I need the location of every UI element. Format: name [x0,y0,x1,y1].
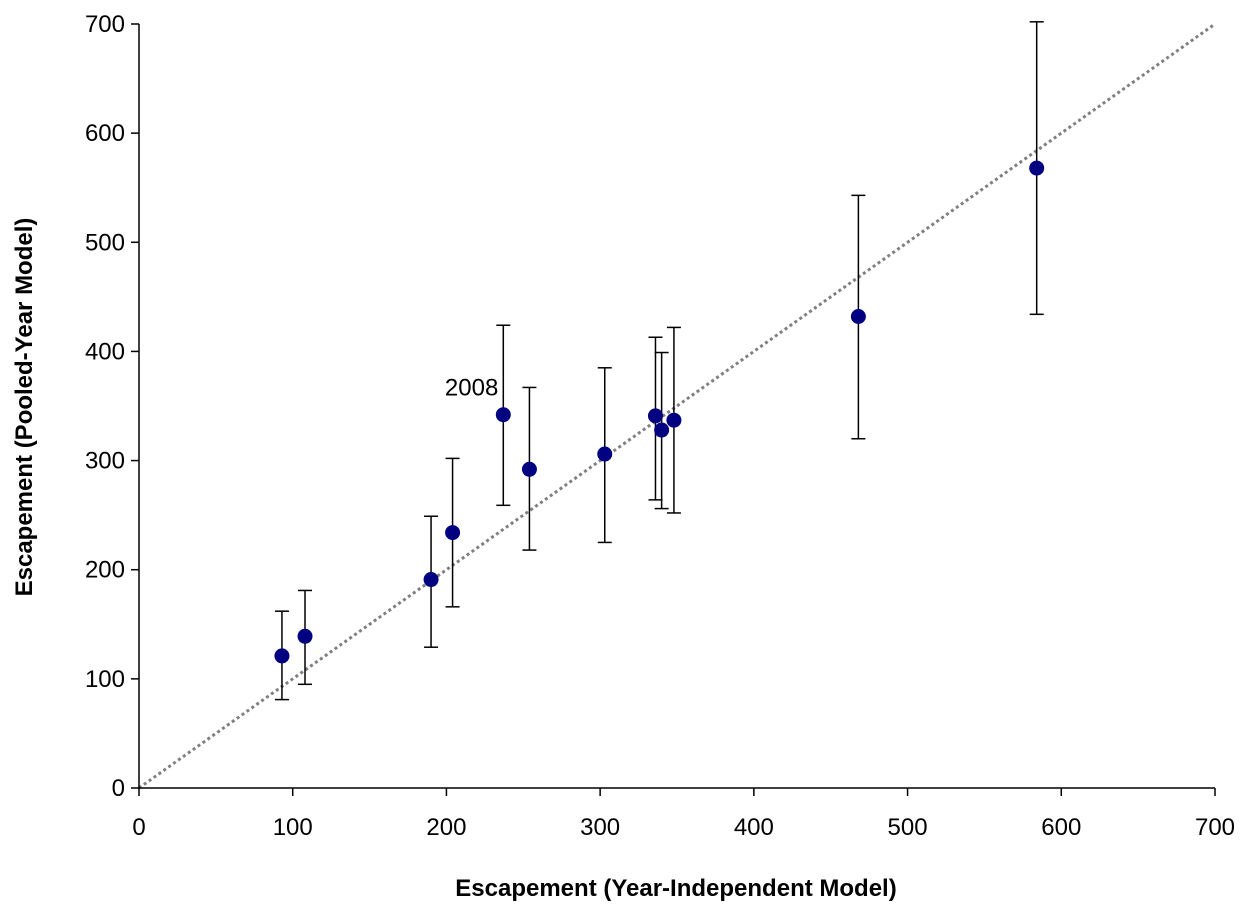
x-tick-label: 300 [580,814,620,841]
tick-labels: 0 100 200 300 400 500 600 700 0 100 200 300 400 500 60… [85,11,1235,841]
data-point [647,408,663,424]
y-tick-label: 600 [85,120,125,147]
y-tick-label: 400 [85,338,125,365]
data-point [445,525,461,541]
data-point [495,407,511,423]
y-axis-title: Escapement (Pooled-Year Model) [11,218,38,597]
x-tick-label: 500 [888,814,928,841]
data-point [297,628,313,644]
reference-line-layer [138,22,1216,790]
data-point [423,572,439,588]
error-bars [274,21,1044,701]
y-tick-label: 300 [85,448,125,475]
x-tick-label: 400 [734,814,774,841]
data-point [654,422,670,438]
data-point [597,446,613,462]
y-tick-label: 100 [85,666,125,693]
annotations: 2008 [445,375,498,402]
x-tick-label: 0 [132,814,145,841]
data-point [274,648,290,664]
x-tick-label: 600 [1041,814,1081,841]
x-tick-label: 700 [1195,814,1235,841]
point-annotation: 2008 [445,375,498,402]
y-tick-label: 200 [85,557,125,584]
axes [131,23,1216,796]
data-point [850,309,866,325]
y-tick-label: 700 [85,11,125,38]
x-tick-label: 200 [426,814,466,841]
reference-line [138,22,1216,790]
y-tick-label: 0 [112,775,125,802]
data-point [666,412,682,428]
y-tick-label: 500 [85,229,125,256]
x-axis-title: Escapement (Year-Independent Model) [455,875,896,902]
x-tick-label: 100 [273,814,313,841]
data-points [274,160,1045,664]
data-point [1029,160,1045,176]
data-point [521,461,537,477]
